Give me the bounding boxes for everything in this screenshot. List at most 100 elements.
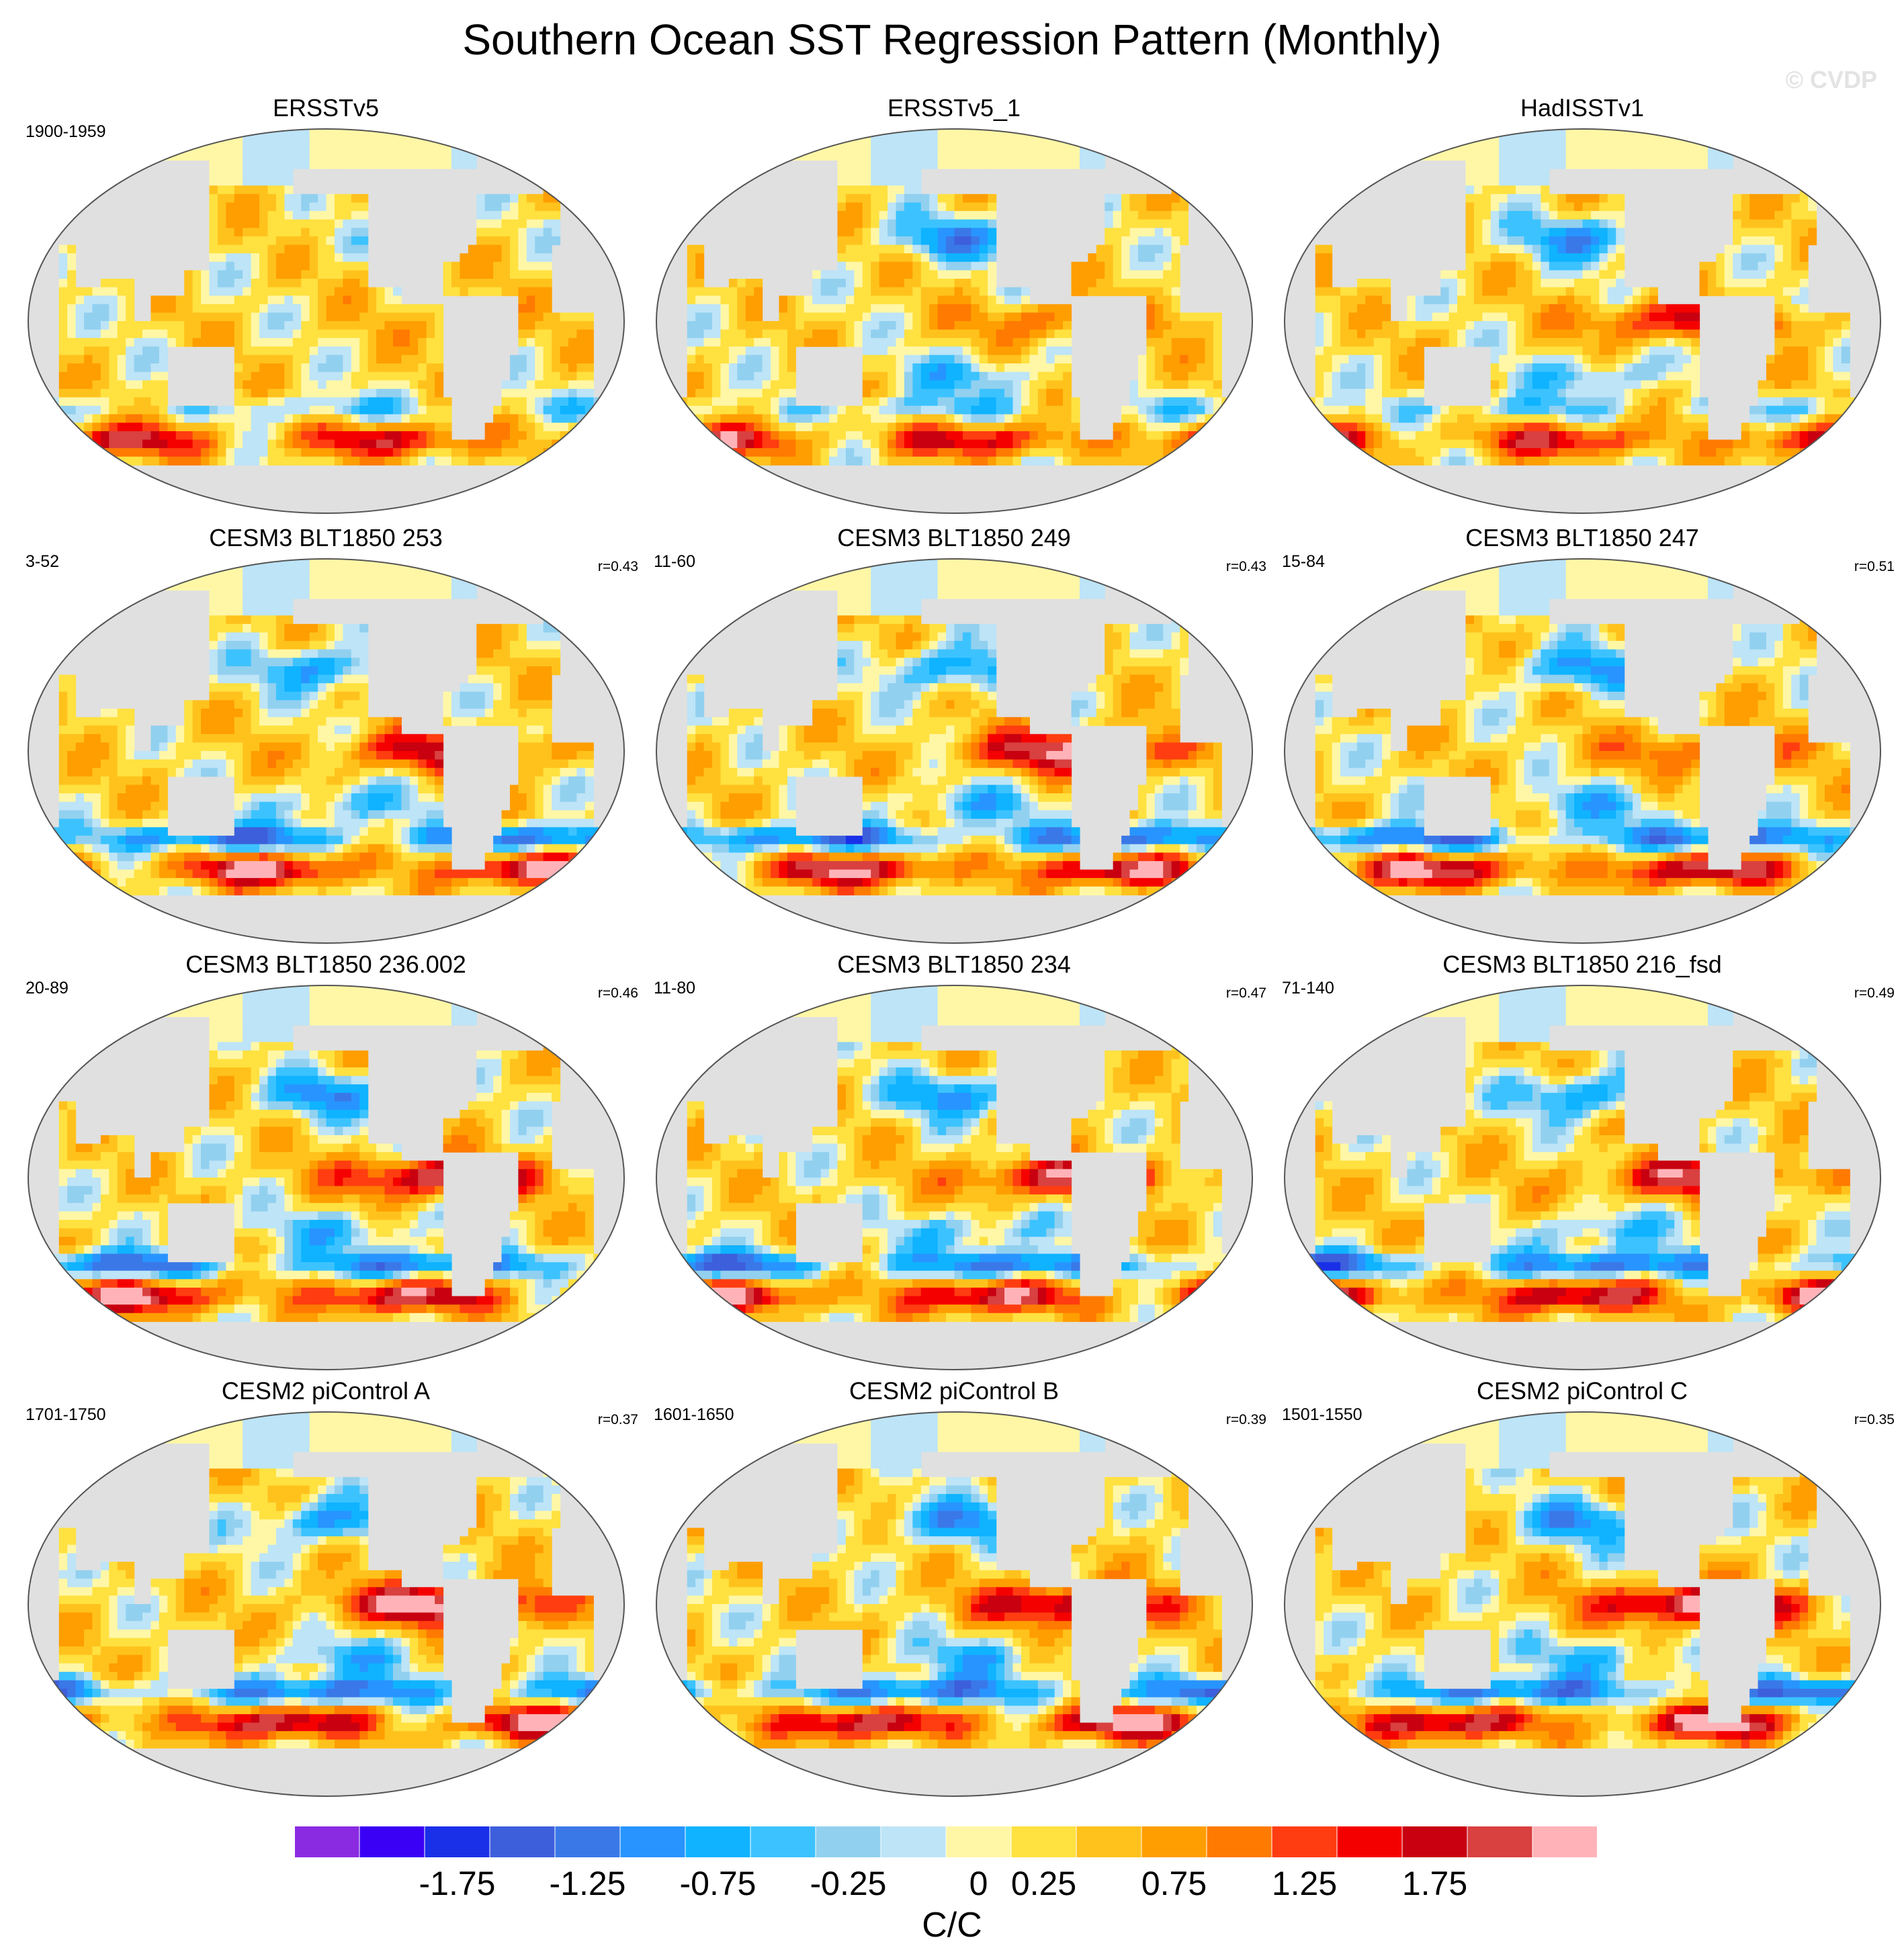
sst-cell (1063, 414, 1072, 423)
sst-cell (1808, 185, 1817, 195)
sst-cell (728, 397, 738, 406)
sst-cell (1641, 160, 1650, 169)
sst-cell (879, 160, 888, 169)
sst-cell (117, 151, 126, 161)
sst-cell (1137, 245, 1147, 254)
sst-cell (1180, 321, 1189, 330)
sst-cell (409, 338, 419, 347)
sst-cell (1154, 270, 1164, 279)
sst-cell (301, 388, 310, 398)
sst-cell (192, 321, 202, 330)
sst-cell (1029, 397, 1039, 406)
sst-cell (662, 439, 671, 449)
sst-cell (1565, 129, 1575, 136)
sst-cell (1071, 406, 1080, 415)
sst-cell (351, 363, 360, 373)
sst-cell (343, 278, 352, 288)
sst-cell (1574, 193, 1584, 204)
sst-cell (509, 202, 519, 212)
sst-cell (1163, 304, 1172, 313)
sst-cell (1415, 329, 1424, 339)
sst-cell (1824, 312, 1834, 322)
sst-cell (1691, 338, 1700, 347)
sst-cell (1858, 160, 1867, 169)
sst-cell (971, 160, 980, 169)
sst-cell (888, 151, 897, 161)
sst-cell (1649, 160, 1658, 169)
sst-cell (1607, 363, 1616, 373)
sst-cell (1340, 363, 1350, 373)
sst-cell (275, 143, 285, 152)
sst-cell (284, 129, 294, 136)
sst-cell (526, 439, 535, 449)
sst-cell (728, 134, 738, 144)
sst-cell (1507, 134, 1516, 144)
sst-cell (795, 296, 805, 305)
sst-cell (1649, 143, 1658, 152)
sst-cell (359, 456, 369, 466)
sst-cell (259, 261, 269, 271)
sst-cell (1382, 134, 1391, 144)
sst-cell (1096, 143, 1105, 152)
sst-cell (1037, 456, 1047, 466)
sst-cell (1012, 397, 1022, 406)
sst-cell (543, 211, 552, 220)
sst-cell (343, 211, 352, 220)
sst-cell (1188, 406, 1197, 415)
sst-cell (1599, 261, 1608, 271)
sst-cell (1399, 329, 1408, 339)
sst-cell (1154, 338, 1164, 347)
sst-cell (226, 160, 235, 169)
sst-cell (1741, 219, 1750, 228)
sst-cell (988, 371, 997, 381)
sst-cell (937, 304, 947, 313)
sst-cell (443, 160, 452, 169)
sst-cell (359, 312, 369, 322)
sst-cell (1733, 270, 1742, 279)
sst-cell (1229, 160, 1239, 169)
sst-cell (954, 338, 963, 347)
sst-cell (610, 151, 619, 161)
sst-cell (912, 397, 922, 406)
sst-cell (109, 304, 118, 313)
sst-cell (1290, 134, 1299, 144)
sst-cell (1373, 329, 1383, 339)
sst-cell (1707, 134, 1717, 144)
sst-cell (1749, 228, 1759, 237)
sst-cell (1029, 355, 1039, 364)
sst-cell (1390, 371, 1399, 381)
sst-cell (896, 228, 905, 237)
sst-cell (1315, 253, 1324, 263)
sst-cell (318, 193, 327, 204)
sst-cell (1171, 253, 1180, 263)
sst-cell (1012, 380, 1022, 390)
sst-cell (1574, 304, 1584, 313)
sst-cell (1021, 346, 1030, 356)
sst-cell (1599, 236, 1608, 246)
sst-cell (84, 346, 93, 356)
sst-cell (1196, 151, 1206, 161)
sst-cell (509, 236, 519, 246)
sst-cell (476, 278, 486, 288)
sst-cell (309, 406, 318, 415)
sst-cell (1499, 177, 1508, 186)
sst-cell (920, 228, 930, 237)
sst-cell (1541, 329, 1550, 339)
sst-cell (1607, 193, 1616, 204)
sst-cell (1582, 211, 1592, 220)
sst-cell (1649, 355, 1658, 364)
sst-cell (451, 134, 460, 144)
sst-cell (996, 439, 1005, 449)
sst-cell (1129, 193, 1139, 204)
sst-cell (92, 355, 101, 364)
sst-cell (243, 439, 252, 449)
sst-cell (1105, 202, 1114, 212)
sst-cell (1373, 287, 1383, 296)
sst-cell (509, 397, 519, 406)
sst-cell (251, 270, 260, 279)
sst-cell (443, 448, 452, 457)
sst-cell (275, 270, 285, 279)
sst-cell (1741, 245, 1750, 254)
sst-cell (384, 355, 394, 364)
sst-cell (134, 338, 143, 347)
